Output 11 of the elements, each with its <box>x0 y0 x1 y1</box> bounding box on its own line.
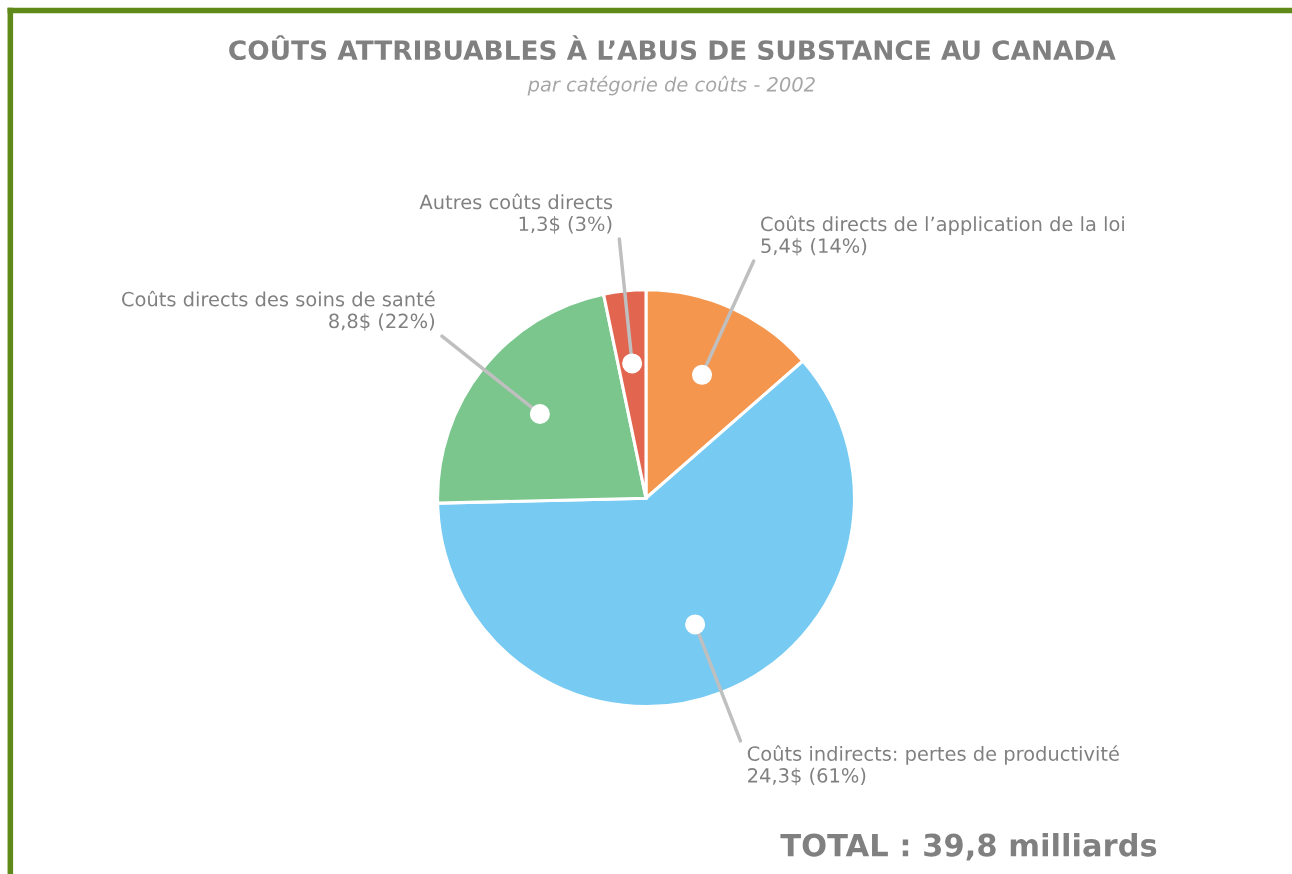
chart-title: COÛTS ATTRIBUABLES À L’ABUS DE SUBSTANCE AU CANADA <box>229 35 1116 61</box>
data-label: 24,3$ (61%) <box>748 767 866 786</box>
data-label: 1,3$ (3%) <box>519 216 612 234</box>
slice-label: Coûts directs des soins de santé <box>122 290 435 307</box>
slice-label: Coûts directs de l’application de la loi <box>761 215 1124 236</box>
slice-label: Coûts indirects: pertes de productivité <box>747 745 1119 765</box>
slice-label: Autres coûts directs <box>419 193 613 210</box>
chart-subtitle: par catégorie de coûts - 2002 <box>527 75 815 96</box>
data-label: 5,4$ (14%) <box>761 237 867 256</box>
text: TOTAL : 39,8 milliards <box>780 832 1157 861</box>
data-label: 8,8$ (22%) <box>329 313 435 331</box>
